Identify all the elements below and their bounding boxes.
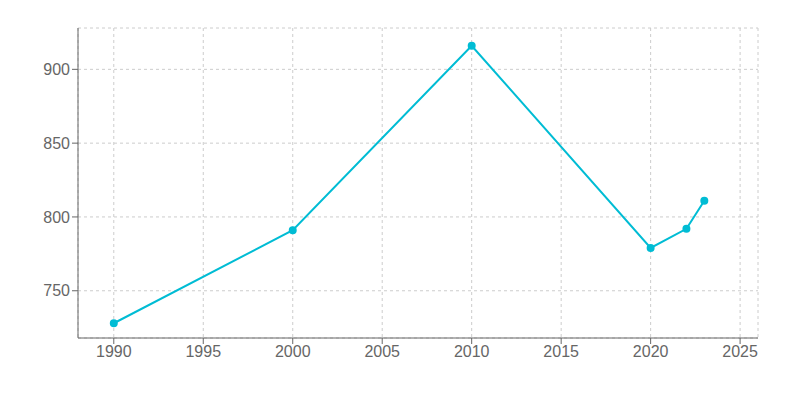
svg-text:1995: 1995: [185, 343, 221, 360]
svg-text:2025: 2025: [722, 343, 758, 360]
svg-text:2015: 2015: [543, 343, 579, 360]
svg-text:2020: 2020: [633, 343, 669, 360]
svg-text:900: 900: [43, 61, 70, 78]
svg-text:850: 850: [43, 135, 70, 152]
svg-text:2010: 2010: [454, 343, 490, 360]
svg-text:2005: 2005: [364, 343, 400, 360]
svg-text:1990: 1990: [96, 343, 132, 360]
svg-text:750: 750: [43, 282, 70, 299]
svg-text:800: 800: [43, 209, 70, 226]
svg-text:2000: 2000: [275, 343, 311, 360]
